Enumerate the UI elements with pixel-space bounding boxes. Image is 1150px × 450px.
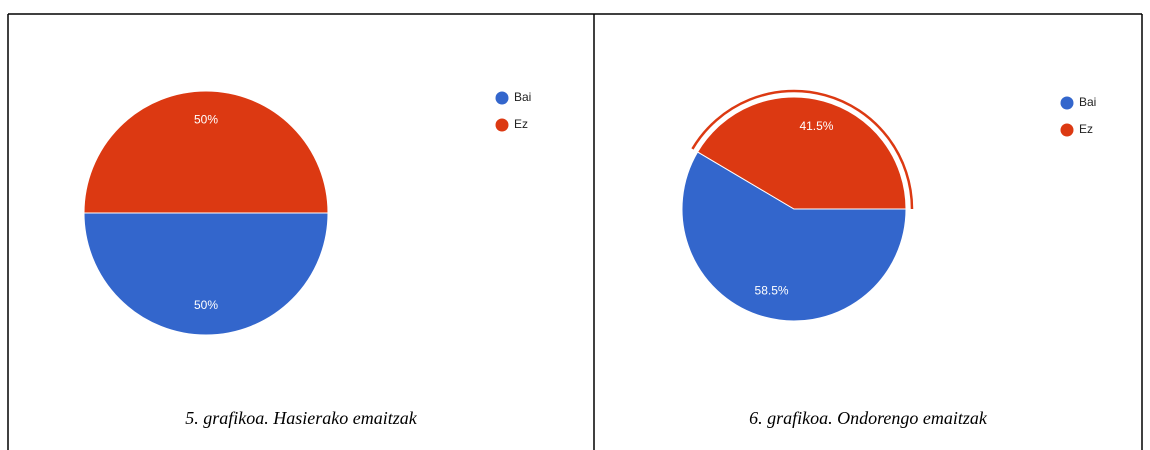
caption: 6. grafikoa. Ondorengo emaitzak: [749, 408, 988, 428]
slice-label: 50%: [194, 112, 218, 126]
legend-swatch: [1060, 123, 1074, 137]
slice-label: 41.5%: [799, 119, 833, 133]
legend-swatch: [495, 118, 509, 132]
caption: 5. grafikoa. Hasierako emaitzak: [185, 408, 417, 428]
slice-label: 50%: [194, 298, 218, 312]
pie-slice: [696, 96, 907, 210]
pie-slice: [681, 151, 907, 322]
slice-highlight: [691, 89, 914, 210]
slice-label: 58.5%: [755, 283, 789, 297]
legend-label: Bai: [1079, 95, 1096, 109]
legend-swatch: [495, 91, 509, 105]
pie-slice: [83, 90, 329, 214]
legend-label: Ez: [514, 117, 528, 131]
legend-label: Ez: [1079, 122, 1093, 136]
legend-swatch: [1060, 96, 1074, 110]
legend-label: Bai: [514, 90, 531, 104]
pie-slice: [83, 212, 329, 336]
